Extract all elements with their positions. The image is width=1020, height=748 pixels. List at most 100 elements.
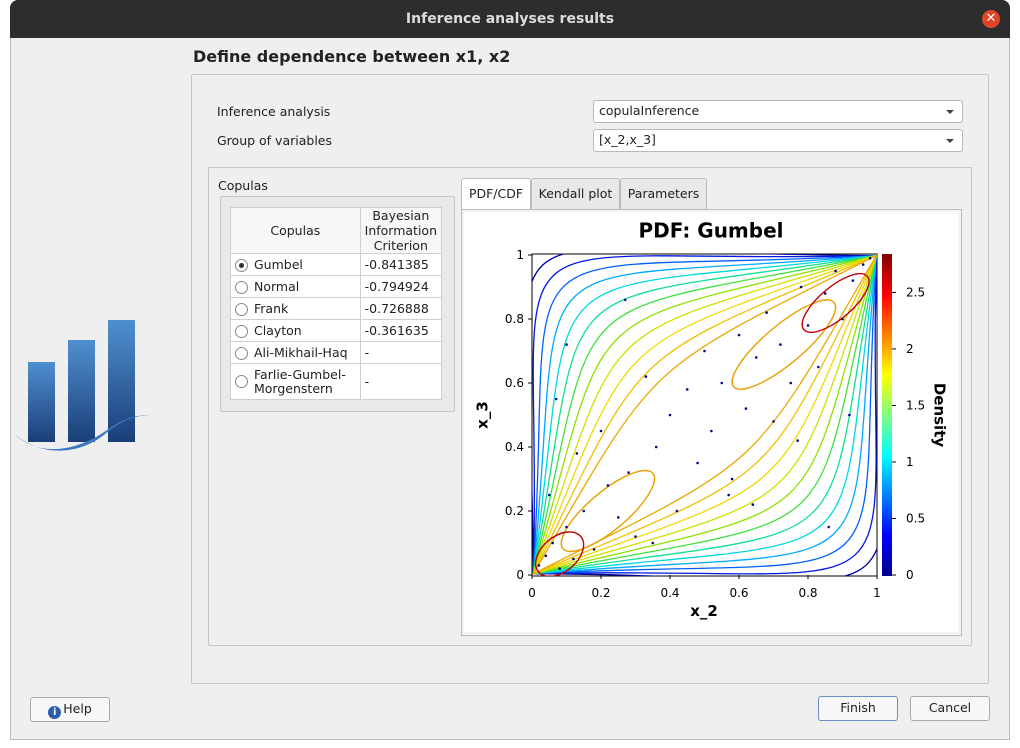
chart-title: PDF: Gumbel [638,219,783,243]
bic-cell: -0.841385 [359,253,443,276]
contour-line [532,254,877,575]
button-label: Help [63,701,92,716]
copula-cell: Ali-Mikhail-Haq [230,341,361,364]
contour-line [731,299,837,390]
data-point [675,509,679,513]
contour-line [532,254,877,575]
x-tick-label: 0.6 [729,586,748,600]
data-point [765,311,768,314]
bic-cell: -0.361635 [359,319,443,342]
logo [12,320,150,451]
y-tick-label: 1 [516,248,524,262]
group-box [191,74,989,684]
table-row: Gumbel -0.841385 [230,253,443,276]
table-row: Farlie-Gumbel-Morgenstern - [230,363,443,400]
combo-box[interactable]: [x_2,x_3] [593,129,963,152]
y-tick-label: 0.8 [505,312,524,326]
data-point [848,413,851,417]
data-point [696,461,699,465]
data-point [827,525,830,529]
field-label: Group of variables [217,133,332,148]
tab[interactable]: PDF/CDF [461,178,531,211]
data-point [634,535,637,538]
data-point [817,365,820,369]
data-point [572,557,575,561]
data-point [806,324,810,327]
data-point [616,516,620,519]
data-point [730,477,734,481]
data-point [751,503,755,506]
copula-table: Copulas Bayesian Information Criterion Gu… [230,207,443,400]
data-point [651,541,655,545]
close-button[interactable]: ✕ [982,10,1000,28]
data-point [668,413,672,417]
data-point [754,356,758,359]
radio-button[interactable] [235,346,248,360]
table-row: Frank -0.726888 [230,297,443,320]
colorbar-tick-label: 0.5 [906,511,925,525]
y-axis-label: x_3 [474,401,492,429]
data-point [703,349,706,353]
copula-cell: Farlie-Gumbel-Morgenstern [230,363,361,400]
data-point [558,567,561,570]
finish-button[interactable]: Finish [818,696,898,721]
tab[interactable]: Parameters [620,178,707,210]
copula-cell: Frank [230,297,361,320]
data-point [554,397,558,401]
tab[interactable]: Kendall plot [531,178,620,210]
radio-button[interactable] [235,258,248,272]
x-tick-label: 0.8 [798,586,817,600]
column-header: Copulas [230,207,361,254]
copula-name: Clayton [254,323,302,339]
data-point [861,263,865,266]
data-point [744,407,748,410]
x-tick-label: 0 [528,586,536,600]
contour-line [532,254,877,575]
data-point [644,375,648,378]
radio-button[interactable] [235,302,248,316]
data-point [685,388,689,391]
data-point [654,445,658,449]
radio-button[interactable] [235,324,248,338]
data-point [599,429,603,433]
combo-box[interactable]: copulaInference [593,100,963,123]
colorbar-label: Density [931,383,949,448]
contour-line [532,254,877,575]
contour-line [532,254,877,575]
cancel-button[interactable]: Cancel [910,696,990,721]
data-point [565,525,568,529]
data-point [727,493,730,497]
data-point [834,269,837,273]
help-button[interactable]: i Help [30,697,110,722]
data-point [796,439,799,442]
copula-name: Normal [254,279,300,295]
data-point [551,541,554,545]
contour-line [532,254,877,576]
data-point [565,343,568,346]
data-point [868,256,872,260]
radio-button[interactable] [235,280,248,294]
window-title: Inference analyses results [405,11,615,27]
copula-name: Farlie-Gumbel-Morgenstern [254,366,346,396]
contour-line [534,531,585,576]
contour-line [532,254,877,576]
inner-box [208,167,972,646]
copula-name: Frank [254,301,289,317]
y-tick-label: 0.4 [505,440,524,454]
bic-cell: - [359,363,443,400]
x-tick-label: 1 [873,586,881,600]
x-axis-label: x_2 [690,602,718,620]
bic-cell: -0.794924 [359,275,443,298]
colorbar-tick-label: 2 [906,342,914,356]
y-tick-label: 0 [516,568,524,582]
data-point [710,429,713,433]
table-row: Clayton -0.361635 [230,319,443,342]
data-point [799,285,803,289]
copula-cell: Gumbel [230,253,361,276]
copula-name: Gumbel [254,257,303,273]
data-point [772,420,775,423]
y-tick-label: 0.2 [505,504,524,518]
radio-button[interactable] [235,375,248,388]
plot: PDF: Gumbel x_2 x_3 Density 0 0.2 0.4 0.6 0.… [464,212,958,632]
